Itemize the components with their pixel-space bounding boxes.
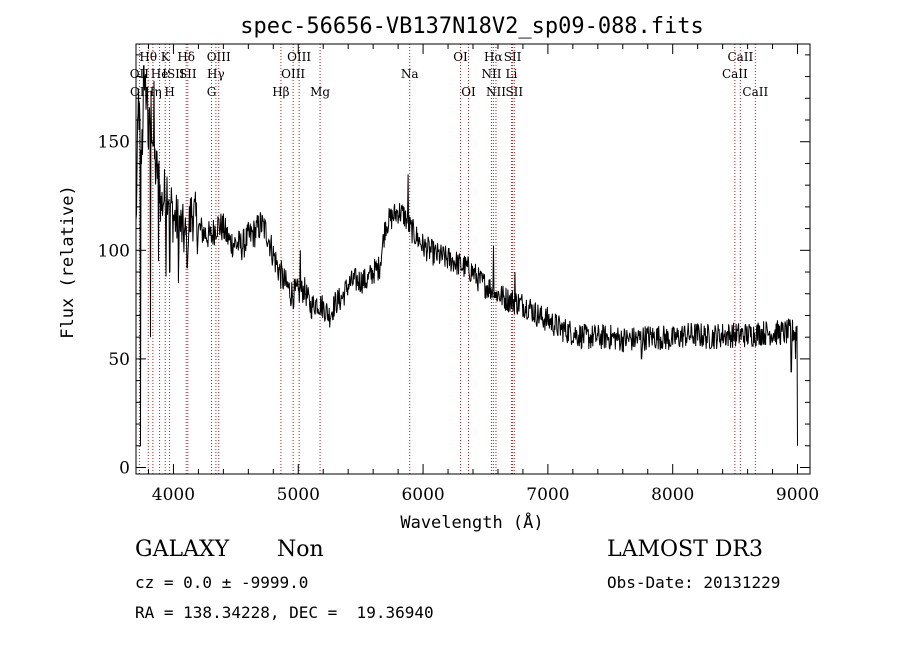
spectral-line-label: NII	[481, 67, 501, 81]
survey-name: LAMOST DR3	[607, 537, 763, 562]
coordinates-line: RA = 138.34228, DEC = 19.36940	[135, 603, 434, 622]
y-tick-label: 100	[98, 241, 130, 261]
spectral-line-label: He	[151, 67, 169, 81]
spectral-line-label: SII	[504, 50, 522, 64]
object-subclass: Non	[277, 537, 324, 562]
spectral-line-label: OI	[461, 85, 476, 99]
spectral-line-label: K	[161, 50, 171, 64]
x-tick-label: 8000	[651, 485, 694, 505]
spectral-line-label: Li	[506, 67, 518, 81]
spectral-line-label: CaII	[742, 85, 768, 99]
spectrum-series-line	[135, 65, 798, 446]
x-tick-label: 9000	[776, 485, 819, 505]
y-tick-label: 0	[119, 458, 130, 478]
x-tick-label: 5000	[277, 485, 320, 505]
spectral-line-label: H	[164, 85, 174, 99]
spectral-line-label: OII	[130, 67, 150, 81]
spectral-line-label: Mg	[310, 85, 330, 99]
spectral-line-label: CaII	[722, 67, 748, 81]
redshift-line: cz = 0.0 ± -9999.0	[135, 573, 309, 592]
spectral-line-label: SII	[179, 67, 197, 81]
spectral-line-label: Hθ	[139, 50, 157, 64]
spectral-line-label: ISII	[162, 67, 185, 81]
x-tick-label: 6000	[401, 485, 444, 505]
spectral-line-label: OI	[453, 50, 468, 64]
spectral-line-label: Hβ	[272, 85, 289, 99]
chart-title: spec-56656-VB137N18V2_sp09-088.fits	[240, 14, 704, 39]
spectral-line-label: G	[207, 85, 217, 99]
y-tick-label: 150	[98, 133, 130, 153]
spectral-line-label: SII	[505, 85, 523, 99]
x-tick-label: 7000	[526, 485, 569, 505]
x-axis-label: Wavelength (Å)	[400, 511, 543, 533]
spectral-line-label: Hγ	[207, 67, 225, 81]
y-axis-label: Flux (relative)	[58, 185, 78, 339]
spectral-line-label: OIII	[287, 50, 311, 64]
y-tick-label: 50	[108, 350, 130, 370]
spectral-line-label: CaII	[727, 50, 753, 64]
spectral-line-label: Hη	[144, 85, 162, 99]
spectral-line-label: Hα	[484, 50, 503, 64]
spectral-line-label: NII	[486, 85, 506, 99]
spectral-line-label: Na	[401, 67, 419, 81]
spectral-line-label: OIII	[207, 50, 231, 64]
x-tick-label: 4000	[152, 485, 195, 505]
spectral-line-label: OIII	[281, 67, 305, 81]
axis-ticks: 4000 5000 6000 7000 8000 9000 0 50 100 150	[98, 44, 819, 505]
object-class: GALAXY	[135, 537, 230, 562]
spectral-line-label: Hδ	[177, 50, 195, 64]
plot-frame	[135, 43, 811, 475]
observation-date: Obs-Date: 20131229	[607, 573, 781, 592]
spectral-line-labels: OIIHθOIIHηHeKHISIIHδSIIOIIIHγGOIIIOIIIHβ…	[130, 50, 769, 99]
